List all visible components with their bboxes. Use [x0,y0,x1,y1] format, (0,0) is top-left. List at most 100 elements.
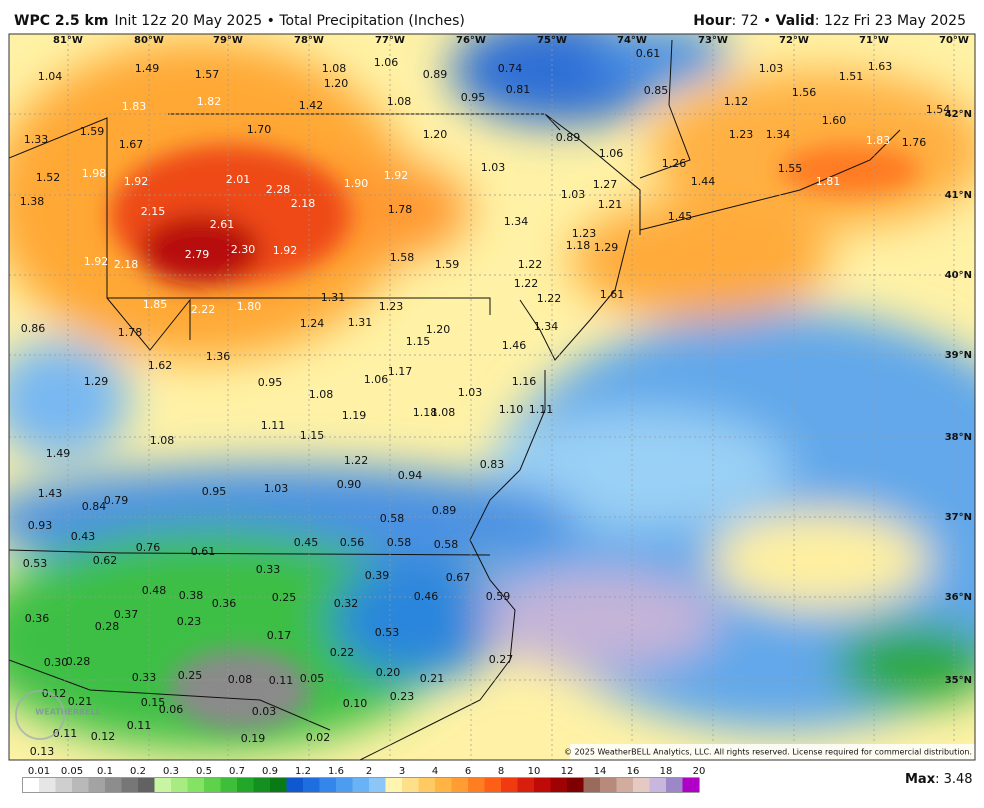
value-label: 1.58 [390,251,415,264]
value-label: 0.58 [434,538,459,551]
legend-tick-label: 10 [528,766,541,777]
legend-swatch [666,778,683,792]
value-label: 0.36 [212,597,237,610]
value-label: 1.04 [38,70,63,83]
legend-swatch [550,778,567,792]
value-label: 0.56 [340,536,365,549]
value-label: 1.27 [593,178,618,191]
value-label: 0.27 [489,653,514,666]
value-label: 0.59 [486,590,511,603]
value-label: 0.20 [376,666,401,679]
value-label: 0.32 [334,597,359,610]
legend-swatch [616,778,633,792]
legend-tick-label: 1.6 [328,766,344,777]
value-label: 1.17 [388,365,413,378]
value-label: 1.10 [499,403,524,416]
value-label: 0.02 [306,731,331,744]
header-right: Hour: 72 • Valid: 12z Fri 23 May 2025 [693,13,966,29]
value-label: 1.34 [766,128,791,141]
value-label: 1.15 [406,335,431,348]
legend-swatch [501,778,518,792]
value-label: 2.61 [210,218,235,231]
value-label: 0.76 [136,541,161,554]
legend-tick-label: 20 [693,766,706,777]
value-label: 0.43 [71,530,96,543]
value-label: 1.12 [724,95,749,108]
value-label: 1.82 [197,95,222,108]
value-label: 2.28 [266,183,291,196]
value-label: 1.67 [119,138,144,151]
value-label: 1.98 [82,167,107,180]
logo-ring [15,690,65,740]
legend-tick-label: 0.01 [28,766,50,777]
value-label: 2.18 [114,258,139,271]
value-label: 0.11 [127,719,152,732]
value-label: 0.23 [390,690,415,703]
value-label: 1.33 [24,133,49,146]
legend-swatch [583,778,600,792]
value-label: 1.78 [118,326,143,339]
legend-swatch [303,778,320,792]
value-label: 1.34 [534,320,559,333]
value-label: 1.29 [84,375,109,388]
max-value: Max: 3.48 [905,772,973,787]
legend-tick-label: 6 [465,766,471,777]
value-label: 1.18 [413,406,438,419]
value-label: 1.18 [566,239,591,252]
value-label: 1.21 [598,198,623,211]
valid-value: : 12z Fri 23 May 2025 [815,13,966,29]
value-label: 1.06 [374,56,399,69]
max-number: : 3.48 [935,772,972,787]
legend-tick-label: 0.2 [130,766,146,777]
value-label: 1.51 [839,70,864,83]
legend-swatch [385,778,402,792]
value-label: 1.46 [502,339,527,352]
max-label: Max [905,772,936,787]
longitude-label: 81°W [53,35,83,46]
value-label: 0.25 [272,591,297,604]
value-label: 1.08 [387,95,412,108]
legend-swatch [171,778,188,792]
legend-swatch [22,778,39,792]
value-label: 2.01 [226,173,251,186]
latitude-label: 40°N [945,270,972,281]
value-label: 0.10 [343,697,368,710]
value-label: 0.62 [93,554,118,567]
value-label: 1.20 [423,128,448,141]
value-label: 0.30 [44,656,69,669]
value-label: 1.08 [322,62,347,75]
value-label: 1.76 [902,136,927,149]
value-label: 1.92 [384,169,409,182]
value-label: 1.49 [46,447,71,460]
legend-swatch [567,778,584,792]
description: Init 12z 20 May 2025 • Total Precipitati… [114,13,464,29]
value-label: 1.23 [379,300,404,313]
legend-tick-label: 0.1 [97,766,113,777]
value-label: 1.03 [264,482,289,495]
latitude-label: 42°N [945,109,972,120]
value-label: 0.86 [21,322,46,335]
legend-swatch [418,778,435,792]
value-label: 0.94 [398,469,423,482]
value-label: 0.05 [300,672,325,685]
legend-swatch [402,778,419,792]
value-label: 1.59 [435,258,460,271]
value-label: 1.31 [321,291,346,304]
color-legend: 0.01 0.05 0.1 0.2 0.3 0.5 0.7 0.9 1.2 1.6 2 3 4 6 8 10 1… [22,766,706,793]
value-label: 2.18 [291,197,316,210]
longitude-label: 70°W [939,35,969,46]
value-label: 0.13 [30,745,55,758]
longitude-label: 74°W [617,35,647,46]
value-label: 1.08 [150,434,175,447]
value-label: 2.15 [141,205,166,218]
value-label: 0.58 [380,512,405,525]
header-left: WPC 2.5 km Init 12z 20 May 2025 • Total P… [14,13,465,29]
value-label: 1.43 [38,487,63,500]
legend-swatch [352,778,369,792]
value-label: 1.85 [143,298,168,311]
value-label: 0.38 [179,589,204,602]
legend-swatch [369,778,386,792]
value-label: 1.63 [868,60,893,73]
value-label: 1.11 [261,419,286,432]
value-label: 0.03 [252,705,277,718]
